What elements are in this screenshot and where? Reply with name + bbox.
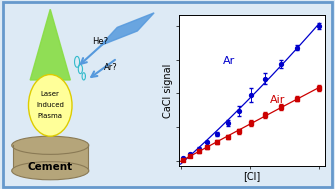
Text: Ar: Ar — [223, 56, 235, 66]
Ellipse shape — [12, 162, 89, 180]
Text: He?: He? — [92, 37, 108, 46]
Text: Cement: Cement — [28, 162, 73, 172]
X-axis label: [Cl]: [Cl] — [244, 171, 261, 181]
Ellipse shape — [12, 136, 89, 154]
Text: Laser: Laser — [41, 91, 60, 98]
Text: Plasma: Plasma — [38, 113, 63, 119]
Bar — [13, 145, 88, 171]
Text: Air: Air — [270, 95, 285, 105]
Polygon shape — [100, 13, 154, 46]
Text: Induced: Induced — [36, 102, 64, 108]
Y-axis label: CaCl signal: CaCl signal — [163, 64, 173, 118]
Text: Ar?: Ar? — [104, 63, 118, 72]
Polygon shape — [30, 9, 70, 80]
Ellipse shape — [28, 74, 72, 136]
